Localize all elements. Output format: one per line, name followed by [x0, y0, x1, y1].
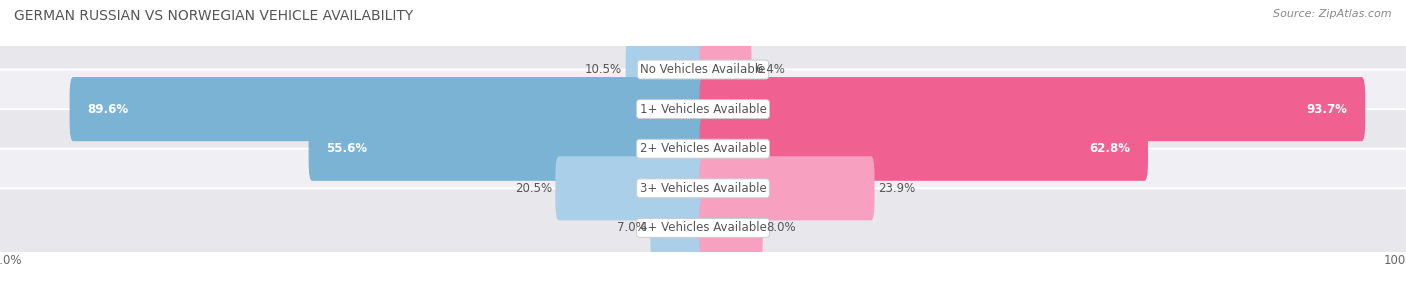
- Text: 23.9%: 23.9%: [877, 182, 915, 195]
- Text: No Vehicles Available: No Vehicles Available: [640, 63, 766, 76]
- FancyBboxPatch shape: [308, 117, 707, 181]
- Text: 8.0%: 8.0%: [766, 221, 796, 235]
- FancyBboxPatch shape: [700, 156, 875, 221]
- Text: 20.5%: 20.5%: [515, 182, 551, 195]
- FancyBboxPatch shape: [0, 69, 1406, 149]
- Text: 3+ Vehicles Available: 3+ Vehicles Available: [640, 182, 766, 195]
- Text: 7.0%: 7.0%: [617, 221, 647, 235]
- FancyBboxPatch shape: [626, 37, 707, 102]
- FancyBboxPatch shape: [0, 109, 1406, 188]
- Text: 93.7%: 93.7%: [1306, 103, 1348, 116]
- FancyBboxPatch shape: [700, 77, 1365, 141]
- FancyBboxPatch shape: [555, 156, 707, 221]
- Text: 62.8%: 62.8%: [1090, 142, 1130, 155]
- FancyBboxPatch shape: [700, 37, 752, 102]
- Text: Source: ZipAtlas.com: Source: ZipAtlas.com: [1274, 9, 1392, 19]
- Text: 4+ Vehicles Available: 4+ Vehicles Available: [640, 221, 766, 235]
- Text: GERMAN RUSSIAN VS NORWEGIAN VEHICLE AVAILABILITY: GERMAN RUSSIAN VS NORWEGIAN VEHICLE AVAI…: [14, 9, 413, 23]
- FancyBboxPatch shape: [0, 149, 1406, 228]
- Text: 2+ Vehicles Available: 2+ Vehicles Available: [640, 142, 766, 155]
- FancyBboxPatch shape: [650, 196, 707, 260]
- FancyBboxPatch shape: [700, 196, 762, 260]
- Text: 55.6%: 55.6%: [326, 142, 367, 155]
- Text: 10.5%: 10.5%: [585, 63, 621, 76]
- Text: 1+ Vehicles Available: 1+ Vehicles Available: [640, 103, 766, 116]
- Text: 89.6%: 89.6%: [87, 103, 128, 116]
- FancyBboxPatch shape: [69, 77, 707, 141]
- Text: 6.4%: 6.4%: [755, 63, 785, 76]
- FancyBboxPatch shape: [0, 188, 1406, 267]
- FancyBboxPatch shape: [0, 30, 1406, 109]
- FancyBboxPatch shape: [700, 117, 1147, 181]
